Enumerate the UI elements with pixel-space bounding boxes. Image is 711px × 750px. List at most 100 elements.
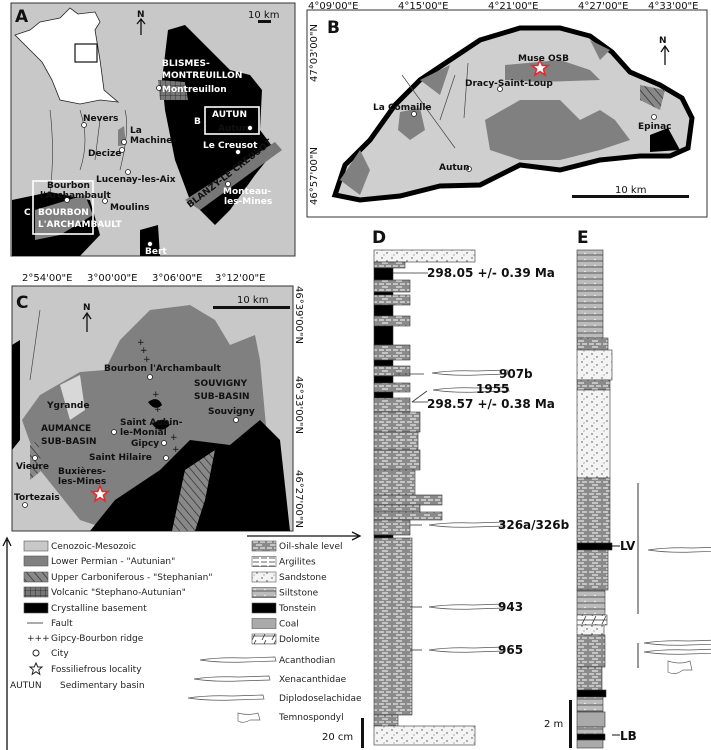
lithology-bed <box>373 359 394 367</box>
tick-label: 3°06'00"E <box>152 273 202 284</box>
legend-label: Xenacanthidae <box>279 675 347 685</box>
city-label: La Comaille <box>373 103 432 113</box>
lithology-bed <box>576 542 613 551</box>
basin-label: L'ARCHAMBAULT <box>38 220 123 230</box>
map-c: +++++++ 2°54'00"E 3°00'00"E 3°06'00"E 3°… <box>11 273 304 532</box>
tick-label: 3°00'00"E <box>87 273 137 284</box>
specimen-label: 326a/326b <box>498 518 570 532</box>
legend-item: Temnospondyl <box>237 712 344 723</box>
location-box <box>74 43 98 63</box>
legend-item: Diplodoselachidae <box>187 694 362 704</box>
lithology-bed <box>373 267 394 281</box>
lithology-bed <box>373 494 443 506</box>
panel-label-d: D <box>372 228 386 248</box>
legend-item: Oil-shale level <box>251 540 343 552</box>
scale-label-c: 10 km <box>237 295 268 306</box>
lithology-bed <box>576 614 608 626</box>
x-ticks-c: 2°54'00"E 3°00'00"E 3°06'00"E 3°12'00"E <box>22 273 265 284</box>
map-b: 4°09'00"E 4°15'00"E 4°21'00"E 4°27'00"E … <box>306 1 708 218</box>
city-label: Souvigny <box>208 407 255 417</box>
city-label: Autun <box>439 163 470 173</box>
lithology-bed <box>576 549 609 591</box>
lithology-bed <box>373 365 411 377</box>
city-label: Moulins <box>110 203 149 213</box>
tick-label: 4°15'00"E <box>398 1 448 12</box>
box-label-b: B <box>194 117 201 127</box>
basin-label: AUMANCE <box>41 424 91 434</box>
city-label: Bourbon <box>47 181 90 191</box>
specimen-label: 965 <box>498 643 523 657</box>
scale-bar-e <box>569 700 572 748</box>
legend-item: Crystalline basement <box>23 602 147 614</box>
faults-b <box>401 62 469 149</box>
svg-text:+: + <box>154 405 162 415</box>
city-label: Ygrande <box>46 401 89 411</box>
permian-c <box>22 305 270 530</box>
xenacanthidae-icon <box>428 521 506 528</box>
france-outline <box>14 7 120 105</box>
city-label: Dracy-Saint-Loup <box>465 79 553 89</box>
cenozoic-west <box>60 375 85 420</box>
faults-a <box>49 109 127 196</box>
lithology-bed <box>373 411 421 433</box>
scale-label-a: 10 km <box>248 10 279 21</box>
city-label: Bourbon l'Archambault <box>104 364 222 374</box>
temnospondyl-icon <box>237 712 261 723</box>
panel-label-c: C <box>16 293 28 313</box>
blanzy-basin <box>185 142 282 210</box>
basin-label: MONTREUILLON <box>162 71 242 81</box>
svg-text:+: + <box>170 433 178 443</box>
tick-label: 3°12'00"E <box>215 273 265 284</box>
column-d: D 298.05 +/- 0.39 Ma 907b 1955 298.57 +/… <box>322 228 570 748</box>
arrow-right-icon <box>247 531 362 541</box>
lithology-bed <box>576 696 604 713</box>
legend-item: Sandstone <box>251 571 327 583</box>
tick-label: 4°09'00"E <box>308 1 358 12</box>
legend-item: Tonstein <box>251 602 316 614</box>
city-label: les-Mines <box>58 477 106 487</box>
legend-label: Lower Permian - "Autunian" <box>51 557 175 567</box>
legend-item: Xenacanthidae <box>193 675 347 685</box>
legend-label: Fault <box>51 619 73 629</box>
scale-label-b: 10 km <box>615 185 646 196</box>
lithology-bed <box>373 304 394 317</box>
scale-label-e: 2 m <box>544 719 563 730</box>
tick-label: 2°54'00"E <box>22 273 72 284</box>
lithology-bed <box>576 739 604 749</box>
bed-label: LV <box>620 539 636 553</box>
city-label: Muse OSB <box>518 54 569 64</box>
legend-item: Argilites <box>251 556 316 568</box>
specimen-label: 943 <box>498 600 523 614</box>
legend-swatch <box>23 540 49 552</box>
bert-basement <box>140 225 160 256</box>
diplodoselachidae-icon <box>643 648 711 655</box>
lithology-bed <box>576 349 613 381</box>
legend-label: City <box>51 649 69 659</box>
city-label: Saint Aubin- <box>120 418 183 428</box>
arrow-up-icon <box>2 536 12 750</box>
stephanian-c <box>172 450 215 531</box>
lithology-bed <box>373 519 411 536</box>
legend-label: Argilites <box>279 558 316 568</box>
city-label: Epinac <box>638 122 672 132</box>
lithology-bed <box>576 726 604 735</box>
lithology-bed <box>373 511 443 521</box>
date-annotation: 298.57 +/- 0.38 Ma <box>427 397 555 411</box>
legend-item: Fault <box>27 619 73 629</box>
tick-label: 46°57'00"N <box>309 147 320 205</box>
legend-swatch <box>23 602 49 614</box>
lithology-bed <box>373 504 421 513</box>
city-label: Monteau- <box>223 187 271 197</box>
lithology-bed <box>576 477 611 544</box>
lithology-bed <box>576 624 605 636</box>
legend-item: Siltstone <box>251 587 319 599</box>
basin-label: SOUVIGNY <box>194 379 248 389</box>
panel-label-a: A <box>15 7 29 27</box>
lithology-bed <box>373 382 411 393</box>
legend-item: City <box>32 649 69 659</box>
city-label: Montreuillon <box>162 85 227 95</box>
legend-item: AUTUN Sedimentary basin <box>10 681 145 691</box>
lithology-bed <box>576 249 604 339</box>
basement-epinac <box>650 128 680 152</box>
